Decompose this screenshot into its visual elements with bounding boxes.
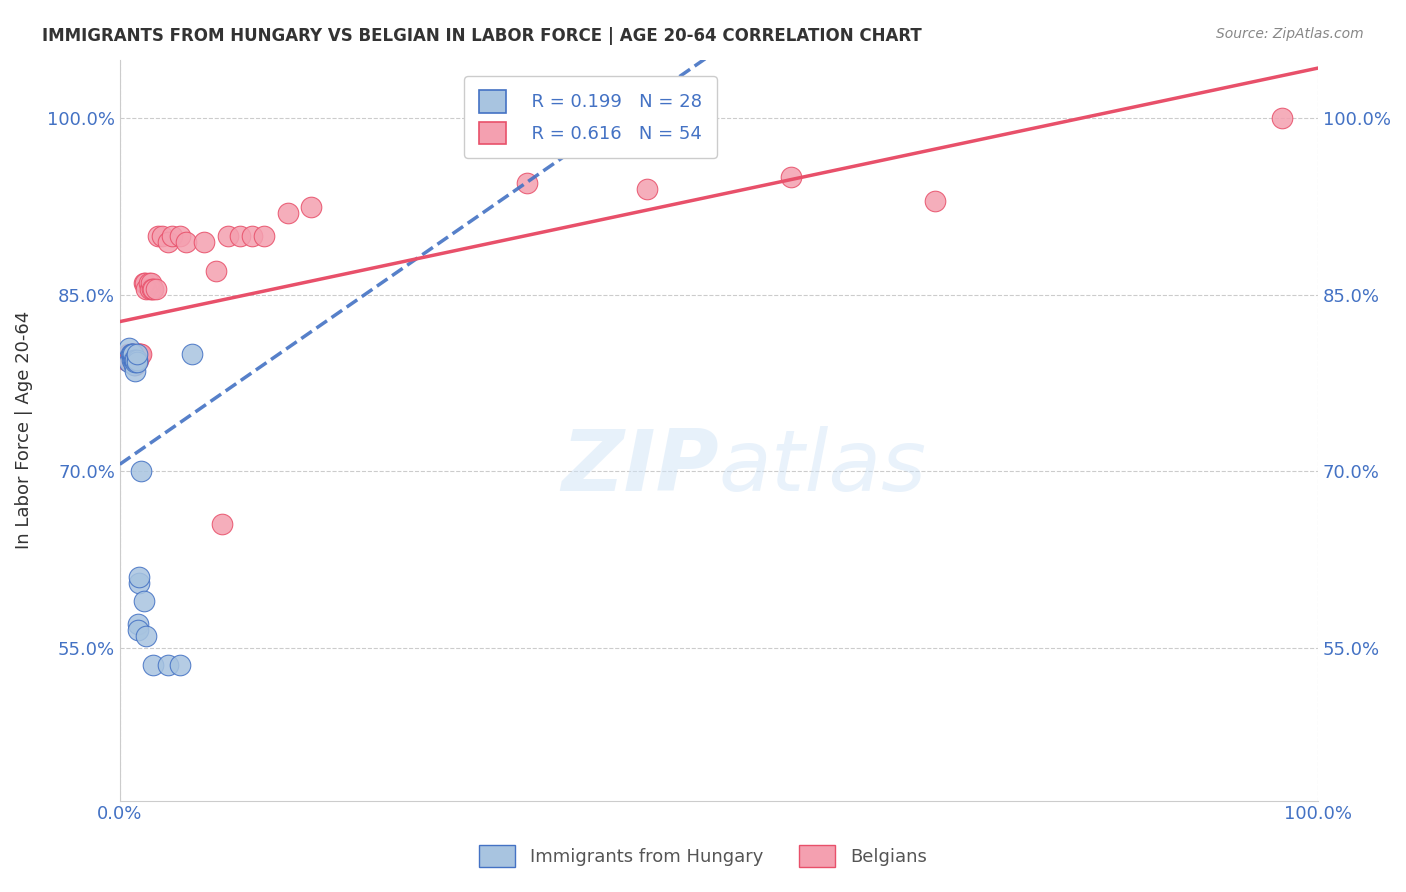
Text: IMMIGRANTS FROM HUNGARY VS BELGIAN IN LABOR FORCE | AGE 20-64 CORRELATION CHART: IMMIGRANTS FROM HUNGARY VS BELGIAN IN LA… [42, 27, 922, 45]
Legend:   R = 0.199   N = 28,   R = 0.616   N = 54: R = 0.199 N = 28, R = 0.616 N = 54 [464, 76, 717, 158]
Point [131, 464, 153, 478]
Point [122, 346, 145, 360]
Point [122, 352, 145, 367]
Point [516, 176, 538, 190]
Point [129, 346, 152, 360]
Point [125, 346, 148, 360]
Point [169, 229, 191, 244]
Point [120, 346, 142, 360]
Point [118, 341, 141, 355]
Point [124, 364, 146, 378]
Point [135, 282, 157, 296]
Point [122, 352, 145, 367]
Point [120, 346, 142, 360]
Point [125, 352, 148, 367]
Point [124, 359, 146, 373]
Point [114, 352, 136, 367]
Y-axis label: In Labor Force | Age 20-64: In Labor Force | Age 20-64 [15, 311, 32, 549]
Point [301, 200, 323, 214]
Point [162, 229, 184, 244]
Point [122, 359, 145, 373]
Point [121, 352, 143, 367]
Point [118, 352, 141, 367]
Point [125, 346, 148, 360]
Point [134, 276, 156, 290]
Point [174, 235, 197, 249]
Point [503, 112, 526, 126]
Point [128, 346, 150, 360]
Point [141, 282, 163, 296]
Point [193, 235, 215, 249]
Point [118, 355, 141, 369]
Point [139, 276, 162, 290]
Point [121, 346, 143, 360]
Point [211, 517, 233, 532]
Point [128, 576, 150, 591]
Point [124, 346, 146, 360]
Point [127, 623, 149, 637]
Point [145, 282, 167, 296]
Point [127, 352, 149, 367]
Point [117, 346, 139, 360]
Point [252, 229, 274, 244]
Point [121, 346, 143, 360]
Point [125, 355, 148, 369]
Point [122, 352, 145, 367]
Point [124, 355, 146, 369]
Point [127, 346, 149, 360]
Point [924, 194, 946, 208]
Point [125, 346, 148, 360]
Point [228, 229, 250, 244]
Point [169, 658, 191, 673]
Point [156, 235, 179, 249]
Point [122, 352, 145, 367]
Point [128, 346, 150, 360]
Point [138, 276, 160, 290]
Point [124, 352, 146, 367]
Point [142, 658, 165, 673]
Point [240, 229, 263, 244]
Point [636, 182, 658, 196]
Point [121, 346, 143, 360]
Point [128, 570, 150, 584]
Point [146, 229, 169, 244]
Text: ZIP: ZIP [561, 425, 718, 508]
Point [121, 346, 143, 360]
Point [122, 346, 145, 360]
Point [127, 617, 149, 632]
Point [150, 229, 173, 244]
Point [204, 264, 226, 278]
Point [121, 346, 143, 360]
Point [217, 229, 239, 244]
Point [138, 282, 160, 296]
Point [142, 282, 165, 296]
Text: atlas: atlas [718, 425, 927, 508]
Point [132, 276, 155, 290]
Point [120, 346, 142, 360]
Point [122, 346, 145, 360]
Point [156, 658, 179, 673]
Point [135, 629, 157, 643]
Text: Source: ZipAtlas.com: Source: ZipAtlas.com [1216, 27, 1364, 41]
Point [779, 170, 801, 185]
Point [124, 352, 146, 367]
Point [122, 346, 145, 360]
Point [180, 346, 202, 360]
Point [1271, 112, 1294, 126]
Point [122, 352, 145, 367]
Legend: Immigrants from Hungary, Belgians: Immigrants from Hungary, Belgians [472, 838, 934, 874]
Point [131, 346, 153, 360]
Point [276, 205, 298, 219]
Point [132, 593, 155, 607]
